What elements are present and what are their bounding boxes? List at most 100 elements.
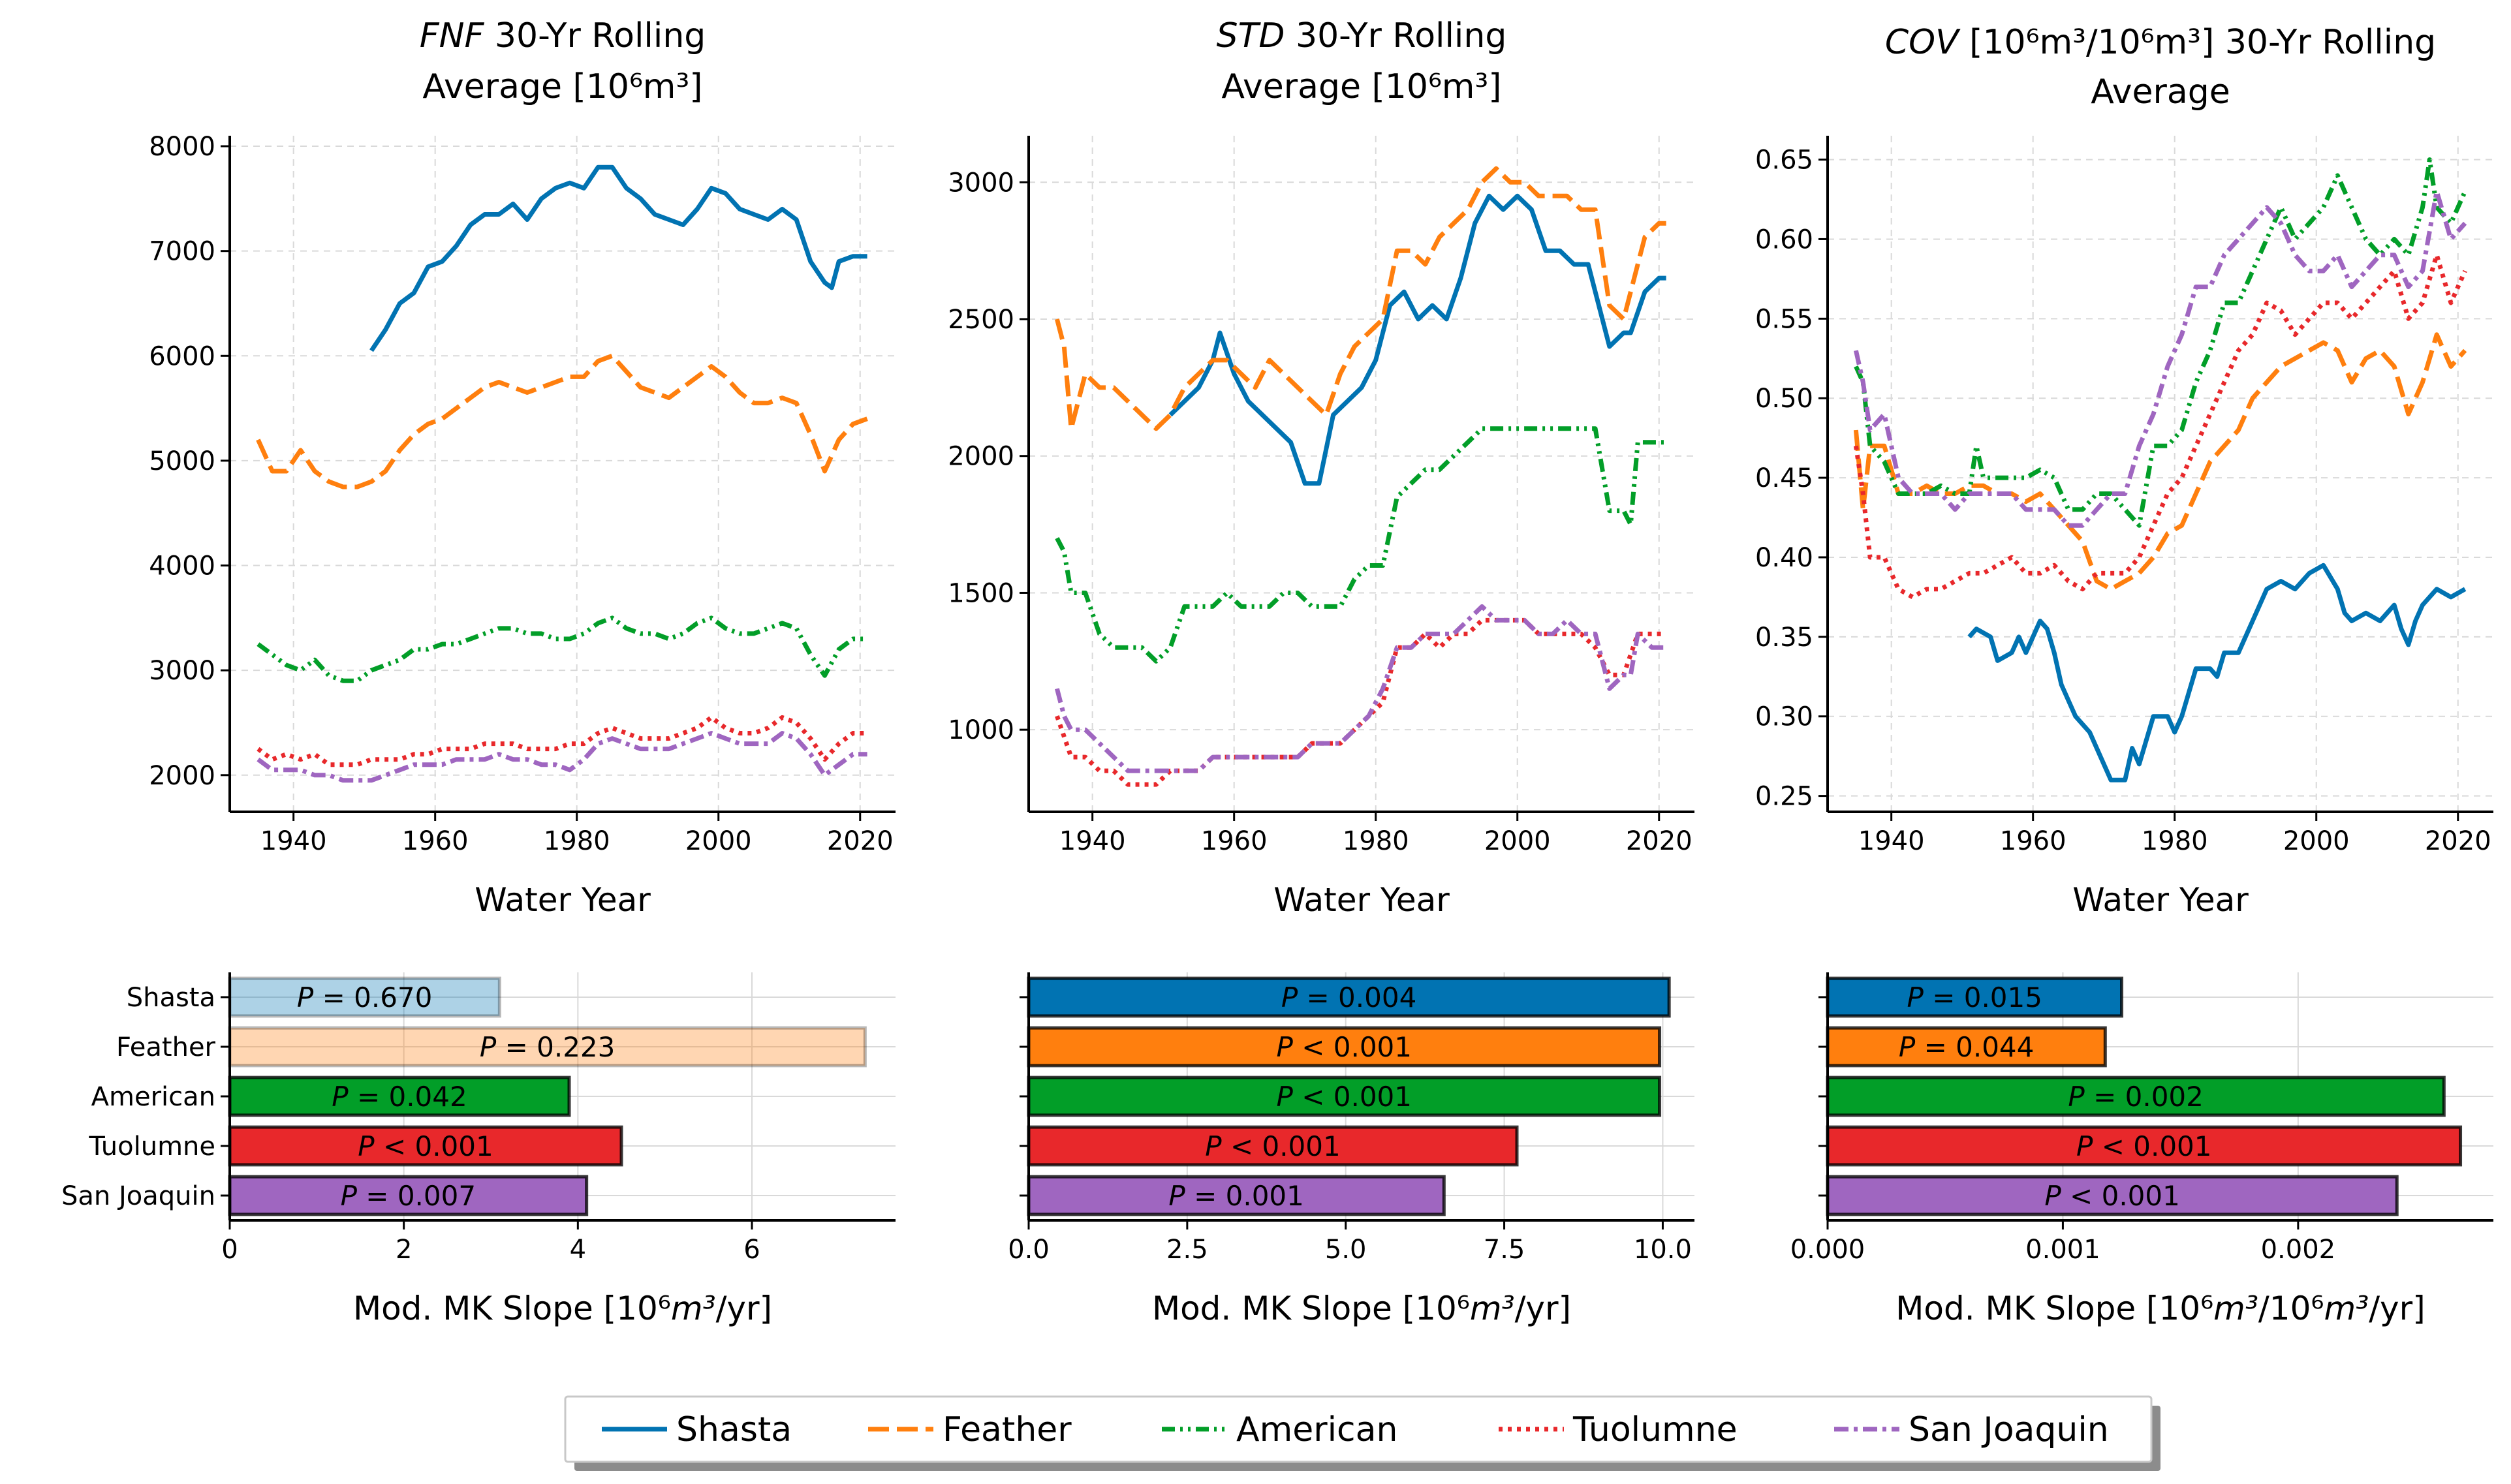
x-tick-label: 4	[570, 1235, 586, 1265]
bar-panel-fnf-slope: P = 0.670 Shasta P = 0.223 Feather P = 0.042…	[61, 972, 896, 1327]
legend-label-feather: Feather	[943, 1410, 1072, 1449]
bar-american	[228, 1075, 571, 1117]
bar-label-feather: P = 0.044	[1899, 1031, 2034, 1063]
bar-tuolumne	[1027, 1125, 1519, 1167]
x-tick-label: 1980	[1343, 826, 1409, 856]
series-line-american	[1854, 157, 2467, 528]
legend-label-american: American	[1236, 1410, 1397, 1449]
series-line-american	[257, 615, 867, 683]
x-tick-label: 0.002	[2261, 1235, 2336, 1265]
x-tick-label: 2000	[2283, 826, 2350, 856]
bar-feather	[228, 1026, 867, 1068]
series-line-feather	[1055, 166, 1666, 431]
y-tick-label: 0.65	[1755, 146, 1813, 176]
line-panel-cov: COV [10⁶m³/10⁶m³] 30-Yr Rolling Average 19…	[1755, 23, 2493, 919]
y-tick-label: 0.25	[1755, 782, 1813, 812]
legend: Shasta Feather American Tuolumne San Joaquin	[564, 1395, 2160, 1471]
bar-panel-std-slope: P = 0.004 P < 0.001 P < 0.001 P < 0.001 P = …	[1008, 972, 1694, 1327]
panel-title-line2: Average	[2091, 72, 2230, 112]
x-tick-label: 10.0	[1634, 1235, 1692, 1265]
bar-panel-cov-slope: P = 0.015 P = 0.044 P = 0.002 P < 0.001 P < …	[1790, 972, 2493, 1327]
series-line-san-joaquin	[1055, 604, 1666, 773]
x-tick-label: 6	[743, 1235, 760, 1265]
y-tick-label: 0.60	[1755, 224, 1813, 255]
bar-label-san-joaquin: P = 0.001	[1168, 1180, 1303, 1212]
bar-tuolumne	[228, 1125, 623, 1167]
y-tick-label: San Joaquin	[61, 1181, 215, 1211]
y-tick-label: 0.40	[1755, 543, 1813, 573]
panel-title-line1: COV [10⁶m³/10⁶m³] 30-Yr Rolling	[1885, 23, 2436, 62]
bar-shasta	[1027, 976, 1671, 1018]
panel-title-line1: STD 30-Yr Rolling	[1217, 16, 1507, 55]
bar-label-feather: P = 0.223	[480, 1031, 615, 1063]
line-panel-fnf: FNF 30-Yr Rolling Average [10⁶m³] 1940 1960…	[149, 16, 896, 919]
bar-shasta	[1826, 976, 2124, 1018]
y-tick-label: Shasta	[127, 983, 215, 1013]
bar-feather	[1027, 1026, 1662, 1068]
y-tick-label: 0.50	[1755, 384, 1813, 414]
x-tick-label: 1940	[1858, 826, 1925, 856]
y-tick-label: 4000	[149, 551, 215, 581]
x-tick-label: 0.000	[1790, 1235, 1865, 1265]
x-axis-label: Mod. MK Slope [10⁶m³/yr]	[1152, 1290, 1571, 1327]
x-tick-label: 2020	[827, 826, 894, 856]
y-tick-label: 2500	[948, 305, 1014, 335]
legend-frame	[564, 1395, 2153, 1463]
bar-label-american: P = 0.002	[2068, 1081, 2203, 1113]
x-tick-label: 1960	[2000, 826, 2067, 856]
panel-title-line2: Average [10⁶m³]	[1221, 67, 1501, 106]
panel-title-line1: FNF 30-Yr Rolling	[420, 16, 706, 55]
x-tick-label: 7.5	[1484, 1235, 1525, 1265]
y-tick-label: 5000	[149, 446, 215, 476]
y-tick-label: 0.35	[1755, 623, 1813, 653]
series-line-san-joaquin	[257, 731, 867, 783]
y-tick-label: 2000	[149, 761, 215, 791]
series-line-shasta	[1168, 193, 1666, 486]
series-line-feather	[1853, 332, 2467, 592]
series-line-tuolumne	[1055, 617, 1666, 787]
bar-san-joaquin	[228, 1175, 589, 1216]
y-tick-label: 1500	[948, 578, 1014, 608]
series-line-shasta	[1967, 563, 2467, 782]
x-tick-label: 2000	[1484, 826, 1551, 856]
series-line-shasta	[369, 164, 867, 352]
x-tick-label: 1940	[260, 826, 327, 856]
bar-american	[1027, 1075, 1662, 1117]
x-tick-label: 0	[221, 1235, 238, 1265]
x-tick-label: 1980	[544, 826, 610, 856]
bar-label-tuolumne: P < 0.001	[358, 1130, 493, 1162]
bar-label-feather: P < 0.001	[1277, 1031, 1412, 1063]
x-tick-label: 2000	[685, 826, 752, 856]
bar-label-shasta: P = 0.015	[1907, 982, 2042, 1013]
series-line-san-joaquin	[1853, 189, 2467, 528]
series-line-american	[1055, 426, 1666, 664]
y-tick-label: 3000	[948, 168, 1014, 198]
x-tick-label: 2.5	[1166, 1235, 1208, 1265]
y-tick-label: 8000	[149, 132, 215, 162]
y-tick-label: 1000	[948, 715, 1014, 745]
y-tick-label: 2000	[948, 442, 1014, 472]
series-line-feather	[256, 353, 868, 489]
bar-american	[1826, 1075, 2446, 1117]
legend-label-tuolumne: Tuolumne	[1572, 1410, 1738, 1449]
y-tick-label: 0.45	[1755, 463, 1813, 493]
x-tick-label: 2	[396, 1235, 412, 1265]
y-tick-label: Tuolumne	[88, 1132, 215, 1162]
bar-label-shasta: P = 0.004	[1281, 982, 1416, 1013]
x-axis-label: Mod. MK Slope [10⁶m³/10⁶m³/yr]	[1895, 1290, 2425, 1327]
x-tick-label: 0.001	[2025, 1235, 2100, 1265]
y-tick-label: American	[91, 1082, 215, 1112]
x-tick-label: 5.0	[1325, 1235, 1367, 1265]
bar-label-shasta: P = 0.670	[297, 982, 432, 1013]
x-tick-label: 1960	[1201, 826, 1268, 856]
bar-label-american: P = 0.042	[332, 1081, 467, 1113]
x-tick-label: 1940	[1059, 826, 1126, 856]
line-panel-std: STD 30-Yr Rolling Average [10⁶m³] 1940 1960…	[948, 16, 1694, 919]
legend-label-san-joaquin: San Joaquin	[1909, 1410, 2109, 1449]
legend-label-shasta: Shasta	[676, 1410, 792, 1449]
panel-title-line2: Average [10⁶m³]	[422, 67, 702, 106]
bar-label-american: P < 0.001	[1277, 1081, 1412, 1113]
bar-label-san-joaquin: P < 0.001	[2044, 1180, 2179, 1212]
x-axis-label: Mod. MK Slope [10⁶m³/yr]	[353, 1290, 772, 1327]
